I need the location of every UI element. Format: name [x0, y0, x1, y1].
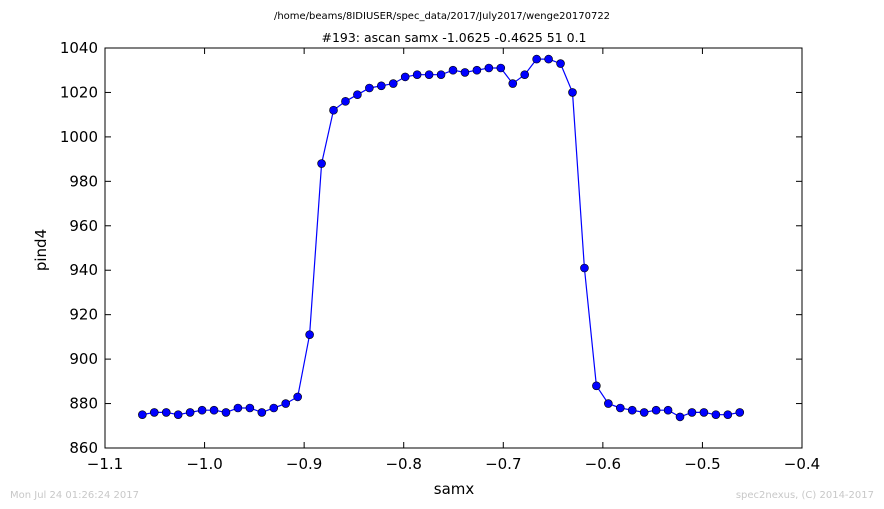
- x-tick-label: −0.9: [286, 455, 322, 473]
- data-point: [508, 79, 518, 88]
- data-point: [341, 97, 350, 106]
- y-tick-label: 1040: [60, 39, 98, 57]
- data-point: [257, 408, 267, 417]
- data-point: [209, 405, 219, 415]
- data-point: [149, 408, 159, 417]
- data-point: [305, 330, 314, 339]
- data-point: [233, 403, 243, 413]
- x-axis-label: samx: [434, 480, 475, 498]
- data-point: [556, 59, 565, 68]
- data-point: [639, 408, 649, 417]
- x-tick-label: −0.5: [684, 455, 720, 473]
- x-tick-label: −0.8: [385, 455, 421, 473]
- data-point: [329, 105, 338, 115]
- x-tick-label: −0.6: [585, 455, 621, 473]
- data-point: [687, 408, 697, 417]
- chart-title: #193: ascan samx -1.0625 -0.4625 51 0.1: [321, 30, 586, 45]
- data-point: [663, 405, 673, 415]
- y-tick-label: 860: [69, 439, 98, 457]
- data-point: [532, 54, 541, 64]
- y-tick-label: 900: [69, 350, 98, 368]
- data-point: [377, 81, 386, 91]
- data-point: [269, 403, 279, 413]
- data-point: [317, 159, 326, 168]
- data-point: [735, 408, 745, 417]
- data-point: [484, 63, 494, 73]
- axis-ticks: [104, 47, 803, 449]
- data-point: [400, 72, 410, 82]
- data-point: [353, 90, 362, 99]
- data-point: [568, 88, 577, 97]
- data-point: [675, 412, 685, 422]
- data-point: [424, 70, 434, 79]
- data-point: [281, 399, 291, 408]
- axis-tick-labels: −1.1 −1.0 −0.9 −0.8 −0.7 −0.6 −0.5 −0.4 860 880 90…: [60, 39, 820, 473]
- y-tick-label: 960: [69, 217, 98, 235]
- x-tick-label: −1.1: [87, 455, 123, 473]
- data-point: [592, 381, 601, 391]
- plot-area: [104, 47, 803, 449]
- data-point: [544, 54, 553, 64]
- data-point: [580, 263, 589, 273]
- data-point: [472, 65, 482, 75]
- y-tick-label: 880: [69, 395, 98, 413]
- y-tick-label: 980: [69, 172, 98, 190]
- x-tick-label: −1.0: [186, 455, 222, 473]
- data-point: [185, 408, 195, 417]
- data-point: [412, 70, 422, 79]
- data-point: [197, 405, 207, 415]
- data-point: [496, 63, 506, 73]
- data-point: [388, 79, 398, 88]
- data-point: [436, 70, 446, 79]
- data-point: [615, 403, 625, 413]
- data-point: [221, 408, 231, 417]
- data-point: [448, 65, 458, 75]
- data-point: [723, 410, 733, 419]
- y-tick-label: 940: [69, 261, 98, 279]
- y-tick-label: 1020: [60, 83, 98, 101]
- x-tick-label: −0.7: [485, 455, 521, 473]
- footer-credit: spec2nexus, (C) 2014-2017: [736, 490, 874, 501]
- data-point: [365, 83, 374, 93]
- data-point: [699, 408, 709, 417]
- data-point: [651, 405, 661, 415]
- x-tick-label: −0.4: [784, 455, 820, 473]
- y-tick-label: 920: [69, 306, 98, 324]
- data-point: [161, 408, 171, 417]
- data-point: [245, 403, 255, 413]
- data-point: [293, 392, 302, 402]
- data-point: [173, 410, 183, 419]
- data-points: [138, 54, 745, 422]
- footer-timestamp: Mon Jul 24 01:26:24 2017: [10, 490, 139, 501]
- data-point: [604, 399, 613, 408]
- y-tick-label: 1000: [60, 128, 98, 146]
- data-point: [460, 68, 470, 77]
- data-point: [711, 410, 721, 419]
- data-point: [138, 410, 147, 419]
- data-point: [520, 70, 529, 79]
- data-point: [627, 405, 637, 415]
- y-axis-label: pind4: [32, 229, 50, 271]
- file-path-title: /home/beams/8IDIUSER/spec_data/2017/July…: [274, 11, 610, 22]
